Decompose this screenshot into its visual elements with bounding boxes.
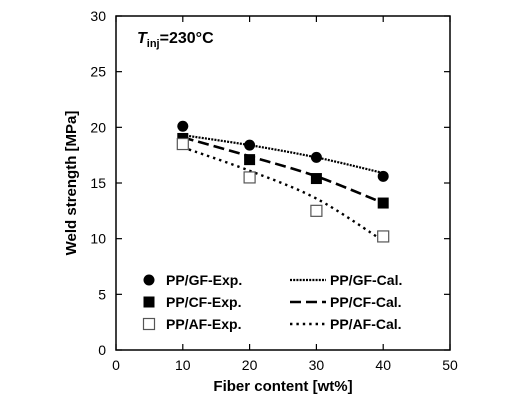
- tick-group: 0 10 20 30 40 50 0 5 10 15 20 25 30: [90, 8, 458, 373]
- annotation-rest: =230°C: [160, 30, 214, 47]
- y-axis-label: Weld strength [MPa]: [63, 111, 80, 256]
- data-point: [377, 197, 389, 209]
- data-point: [177, 120, 189, 132]
- exp-point-group: [176, 120, 390, 243]
- annotation-main: T: [137, 30, 148, 47]
- x-tick-label: 30: [309, 357, 325, 373]
- x-tick-label: 50: [442, 357, 458, 373]
- annotation-subscript: inj: [147, 38, 160, 50]
- y-tick-label: 30: [90, 8, 106, 24]
- legend-marker: [143, 296, 155, 308]
- x-tick-label: 20: [242, 357, 258, 373]
- y-tick-label: 15: [90, 175, 106, 191]
- data-point: [310, 173, 322, 185]
- y-tick-label: 25: [90, 64, 106, 80]
- data-point: [243, 171, 256, 184]
- legend-label: PP/AF-Exp.: [166, 316, 241, 332]
- y-tick-label: 20: [90, 119, 106, 135]
- data-point: [176, 137, 189, 151]
- y-tick-label: 5: [98, 286, 106, 302]
- x-tick-label: 0: [112, 357, 120, 373]
- y-tick-label: 0: [98, 342, 106, 358]
- x-tick-label: 10: [175, 357, 191, 373]
- calc-line-5: [182, 146, 384, 242]
- data-point: [310, 151, 322, 163]
- data-point: [244, 139, 256, 151]
- calc-line-3: [182, 134, 384, 175]
- data-point: [377, 230, 390, 243]
- x-axis-label: Fiber content [wt%]: [213, 378, 352, 395]
- legend-label: PP/GF-Exp.: [166, 272, 242, 288]
- annotation: Tinj=230°C: [137, 30, 214, 50]
- calc-line-4: [182, 136, 384, 205]
- legend-label: PP/CF-Exp.: [166, 294, 241, 310]
- y-tick-label: 10: [90, 231, 106, 247]
- legend-label: PP/CF-Cal.: [330, 294, 402, 310]
- legend-label: PP/GF-Cal.: [330, 272, 402, 288]
- legend: PP/GF-Exp. PP/CF-Exp. PP/AF-Exp. PP/GF-Cal.…: [142, 272, 402, 332]
- x-tick-label: 40: [375, 357, 391, 373]
- data-point: [377, 170, 389, 182]
- legend-label: PP/AF-Cal.: [330, 316, 402, 332]
- legend-marker: [142, 317, 156, 331]
- data-point: [310, 204, 323, 217]
- legend-marker: [143, 274, 155, 286]
- data-point: [244, 154, 256, 166]
- calc-line-group: [182, 134, 384, 242]
